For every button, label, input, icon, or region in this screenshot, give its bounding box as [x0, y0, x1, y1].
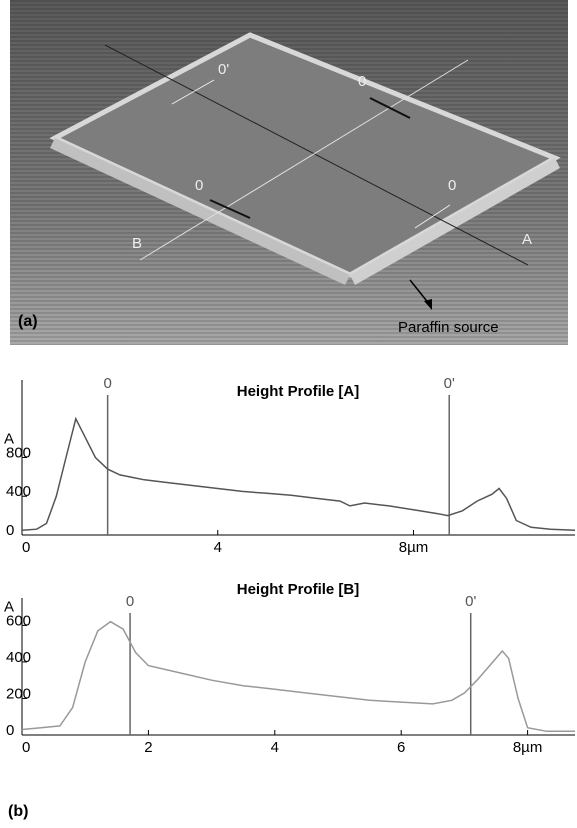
x-tick-label: 8µm: [399, 539, 428, 556]
panel-label: (b): [8, 803, 28, 820]
image-label: 0: [195, 177, 203, 194]
y-axis-label: A: [4, 430, 14, 447]
marker-label: 0: [126, 593, 134, 610]
panel-label: (a): [18, 313, 38, 330]
y-tick-label: 0: [6, 722, 14, 739]
marker-label: 0: [103, 375, 111, 392]
x-tick-label: 4: [271, 739, 279, 756]
profile-line: [21, 620, 575, 733]
image-label: B: [132, 235, 142, 252]
x-tick-label: 2: [144, 739, 152, 756]
image-label: 0: [448, 177, 456, 194]
x-tick-label: 6: [397, 739, 405, 756]
image-label: 0': [218, 61, 229, 78]
y-tick-label: 0: [6, 522, 14, 539]
x-tick-label: 0: [22, 739, 30, 756]
chart-title: Height Profile [B]: [237, 581, 360, 598]
afm-image: [10, 0, 568, 345]
y-tick-label: 400: [6, 483, 31, 500]
annotation: Paraffin source: [398, 319, 499, 336]
image-label: 0: [358, 73, 366, 90]
y-tick-label: 600: [6, 612, 31, 629]
marker-label: 0': [465, 593, 476, 610]
y-tick-label: 400: [6, 649, 31, 666]
x-tick-label: 0: [22, 539, 30, 556]
y-axis-label: A: [4, 598, 14, 615]
chart-title: Height Profile [A]: [237, 383, 360, 400]
marker-label: 0': [444, 375, 455, 392]
profile-line: [21, 416, 576, 531]
y-tick-label: 800: [6, 444, 31, 461]
x-tick-label: 4: [214, 539, 222, 556]
image-label: A: [522, 231, 532, 248]
y-tick-label: 200: [6, 685, 31, 702]
x-tick-label: 8µm: [513, 739, 542, 756]
